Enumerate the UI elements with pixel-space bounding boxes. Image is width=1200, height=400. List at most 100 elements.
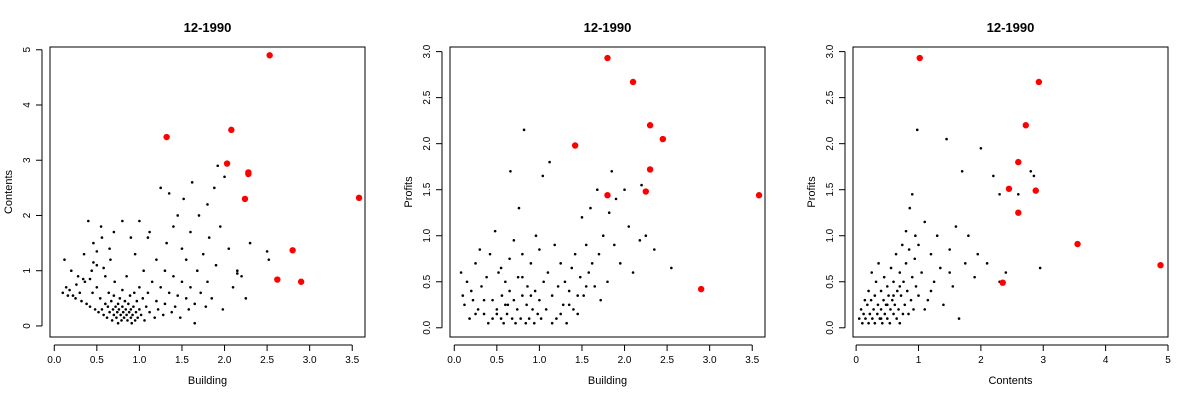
data-point [235, 269, 239, 273]
data-point [138, 219, 141, 223]
data-point [133, 319, 137, 322]
data-point [109, 258, 112, 261]
data-point [90, 269, 94, 273]
data-point [1004, 271, 1008, 274]
y-tick-label: 1.5 [825, 182, 836, 196]
data-point [522, 128, 526, 132]
data-point [106, 305, 110, 308]
data-point [240, 274, 243, 278]
data-point [573, 252, 577, 256]
data-point [189, 285, 192, 289]
y-tick-label: 0.5 [422, 274, 433, 288]
data-point [265, 250, 269, 253]
data-point [136, 316, 139, 319]
data-point [873, 294, 877, 297]
x-tick-label: 5 [1165, 355, 1171, 366]
y-tick-label: 0.0 [422, 320, 433, 334]
data-point [138, 308, 141, 311]
data-point [133, 252, 137, 256]
data-point [515, 308, 519, 311]
x-tick-label: 0.0 [447, 355, 461, 366]
data-point [599, 298, 602, 302]
data-point [1032, 174, 1036, 178]
data-point [68, 288, 71, 292]
data-point [128, 294, 132, 297]
data-point [497, 271, 500, 274]
data-point [80, 299, 83, 303]
data-point [100, 308, 104, 311]
y-tick-label: 2.0 [422, 136, 433, 150]
data-point [889, 308, 892, 311]
data-point [132, 305, 135, 308]
data-point [533, 289, 537, 293]
data-point [491, 317, 494, 320]
data-point [542, 280, 545, 284]
data-point [132, 291, 136, 295]
highlighted-point [642, 188, 650, 195]
data-point [866, 303, 869, 307]
data-point [553, 243, 557, 247]
data-point [182, 197, 185, 201]
data-point [87, 219, 90, 223]
highlighted-point [355, 194, 363, 201]
data-point [653, 248, 656, 251]
data-point [493, 229, 497, 233]
data-point [485, 275, 488, 279]
data-point [957, 317, 961, 320]
data-point [163, 269, 167, 273]
y-tick-label: 3.0 [422, 44, 433, 58]
data-point [606, 280, 609, 284]
highlighted-point [1005, 185, 1013, 192]
data-point [235, 272, 239, 275]
data-point [121, 288, 124, 292]
data-point [888, 321, 892, 325]
data-point [139, 313, 143, 317]
data-point [538, 298, 541, 302]
data-point [102, 266, 105, 270]
data-point [589, 206, 592, 210]
data-point [108, 247, 111, 250]
data-point [159, 285, 162, 289]
data-point [108, 310, 111, 314]
data-point [207, 236, 211, 239]
data-point [567, 303, 571, 307]
data-point [536, 312, 539, 316]
data-point [146, 236, 150, 239]
y-tick-label: 0.0 [825, 320, 836, 334]
data-point [143, 319, 146, 322]
highlighted-point [916, 54, 923, 62]
highlighted-point [274, 276, 281, 283]
data-point [173, 305, 177, 308]
data-point [923, 308, 927, 311]
data-point [150, 280, 154, 284]
data-point [898, 285, 902, 288]
x-tick-label: 1.5 [575, 355, 589, 366]
data-point [886, 317, 889, 320]
data-point [165, 241, 168, 245]
data-point [167, 192, 171, 195]
highlighted-point [266, 52, 273, 59]
data-point [899, 294, 903, 297]
data-point [119, 313, 122, 317]
data-point [627, 225, 631, 228]
data-point [527, 317, 531, 320]
highlighted-point [571, 142, 579, 149]
data-point [91, 291, 94, 295]
chart-title: 12-1990 [987, 20, 1035, 35]
data-point [914, 234, 917, 238]
data-point [129, 236, 133, 239]
y-tick-label: 2.5 [422, 90, 433, 104]
highlighted-point [1015, 209, 1022, 216]
data-point [214, 263, 218, 267]
data-point [135, 299, 139, 303]
data-point [877, 262, 880, 265]
data-point [973, 275, 976, 279]
x-tick-label: 3.0 [303, 355, 317, 366]
data-point [163, 302, 167, 306]
data-point [892, 280, 895, 284]
data-point [582, 294, 585, 297]
data-point [876, 312, 879, 316]
data-point [71, 294, 75, 297]
